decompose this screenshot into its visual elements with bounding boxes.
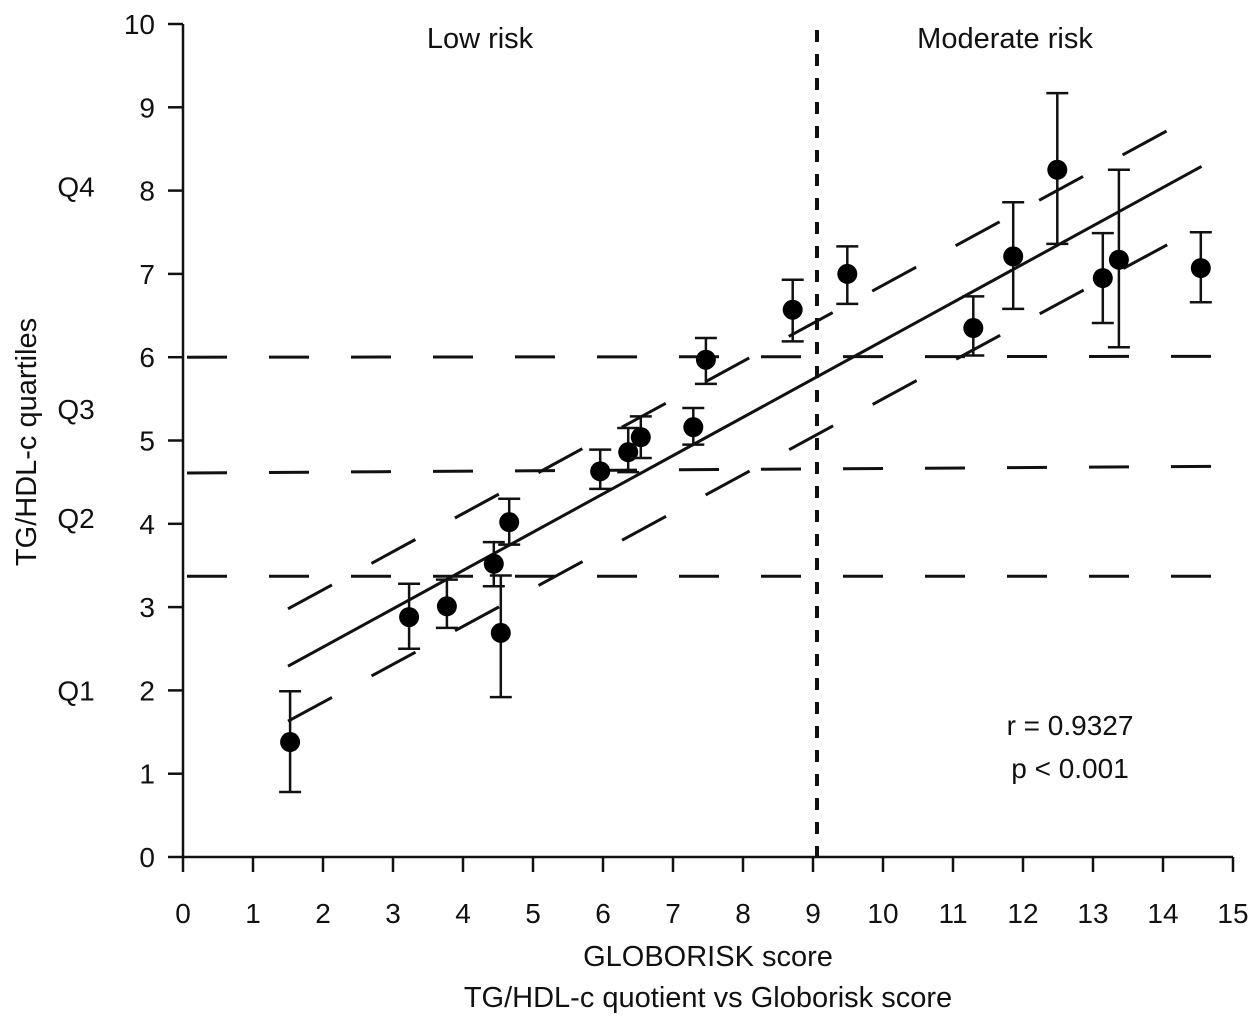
y-tick-label: 10 (124, 9, 155, 40)
y-tick-label: 2 (139, 675, 155, 706)
data-point (398, 582, 421, 650)
x-tick-label: 13 (1077, 898, 1108, 929)
data-point (629, 415, 652, 460)
data-point-marker (695, 349, 716, 370)
data-point (1107, 168, 1130, 349)
data-point-marker (1108, 249, 1129, 270)
data-point-marker (499, 512, 520, 533)
y-tick-label: 7 (139, 259, 155, 290)
data-point (1189, 231, 1212, 304)
region-labels: Low risk Moderate risk (427, 23, 1094, 55)
data-point (682, 406, 705, 446)
quartile-label-q4: Q4 (57, 171, 94, 202)
data-point (694, 336, 717, 386)
regression-fit-line (287, 165, 1203, 668)
data-point (279, 689, 302, 794)
quartile-label-q1: Q1 (57, 675, 94, 706)
region-label-moderate-risk: Moderate risk (917, 23, 1093, 55)
y-tick-label: 5 (139, 426, 155, 457)
data-point (1091, 231, 1114, 325)
x-tick-label: 0 (175, 898, 191, 929)
data-point (836, 245, 859, 306)
x-tick-label: 9 (805, 898, 821, 929)
x-axis-title: GLOBORISK score (583, 941, 833, 973)
x-tick-label: 6 (595, 898, 611, 929)
data-point-marker (1047, 159, 1068, 180)
data-point-marker (1190, 258, 1211, 279)
data-point (482, 540, 505, 588)
x-tick-label: 15 (1217, 898, 1248, 929)
data-point-marker (837, 263, 858, 284)
p-value-annotation: p < 0.001 (1011, 753, 1129, 784)
y-tick-label: 4 (139, 509, 155, 540)
upper-confidence-line (287, 112, 1199, 611)
data-point (962, 295, 985, 357)
regression-lines (287, 112, 1203, 723)
data-point-marker (963, 318, 984, 339)
chart-title: TG/HDL-c quotient vs Globorisk score (464, 982, 952, 1014)
y-axis-title: TG/HDL-c quartiles (11, 318, 43, 566)
data-point-marker (490, 622, 511, 643)
data-point-marker (590, 461, 611, 482)
data-point-marker (782, 299, 803, 320)
lower-confidence-line (287, 226, 1199, 723)
x-tick-label: 2 (315, 898, 331, 929)
y-tick-label: 6 (139, 342, 155, 373)
quartile-labels: Q4 Q3 Q2 Q1 (57, 171, 94, 706)
data-point-marker (483, 553, 504, 574)
data-point-marker (280, 732, 301, 753)
y-tick-label: 3 (139, 592, 155, 623)
y-tick-label: 9 (139, 92, 155, 123)
x-tick-label: 12 (1007, 898, 1038, 929)
x-tick-label: 14 (1147, 898, 1178, 929)
data-point-marker (399, 607, 420, 628)
data-point (435, 578, 458, 630)
data-point-marker (1003, 246, 1024, 267)
x-tick-label: 5 (525, 898, 541, 929)
quartile-cutoff-line (186, 464, 1217, 475)
data-point-marker (683, 417, 704, 438)
data-point-marker (436, 596, 457, 617)
data-point (1046, 91, 1069, 246)
data-point-marker (1092, 268, 1113, 289)
quartile-label-q3: Q3 (57, 394, 94, 425)
x-axis-ticks: 0 1 2 3 4 5 6 7 8 9 10 11 12 13 14 15 (175, 857, 1249, 929)
x-tick-label: 10 (867, 898, 898, 929)
y-tick-label: 0 (139, 842, 155, 873)
y-axis-ticks: 0 1 2 3 4 5 6 7 8 9 10 (124, 9, 183, 873)
data-point (781, 278, 804, 343)
correlation-annotation: r = 0.9327 (1007, 710, 1134, 741)
quartile-cutoff-lines (186, 354, 1217, 578)
x-tick-label: 8 (735, 898, 751, 929)
y-tick-label: 1 (139, 759, 155, 790)
data-point-marker (630, 427, 651, 448)
x-tick-label: 11 (938, 898, 967, 929)
data-point (589, 448, 612, 491)
quartile-label-q2: Q2 (57, 503, 94, 534)
region-label-low-risk: Low risk (427, 23, 534, 55)
data-point (489, 574, 512, 699)
data-point (498, 497, 521, 546)
data-point (1002, 201, 1025, 311)
y-tick-label: 8 (139, 176, 155, 207)
x-tick-label: 1 (245, 898, 261, 929)
x-tick-label: 7 (665, 898, 681, 929)
data-points (279, 91, 1212, 794)
x-tick-label: 4 (455, 898, 471, 929)
x-tick-label: 3 (385, 898, 401, 929)
